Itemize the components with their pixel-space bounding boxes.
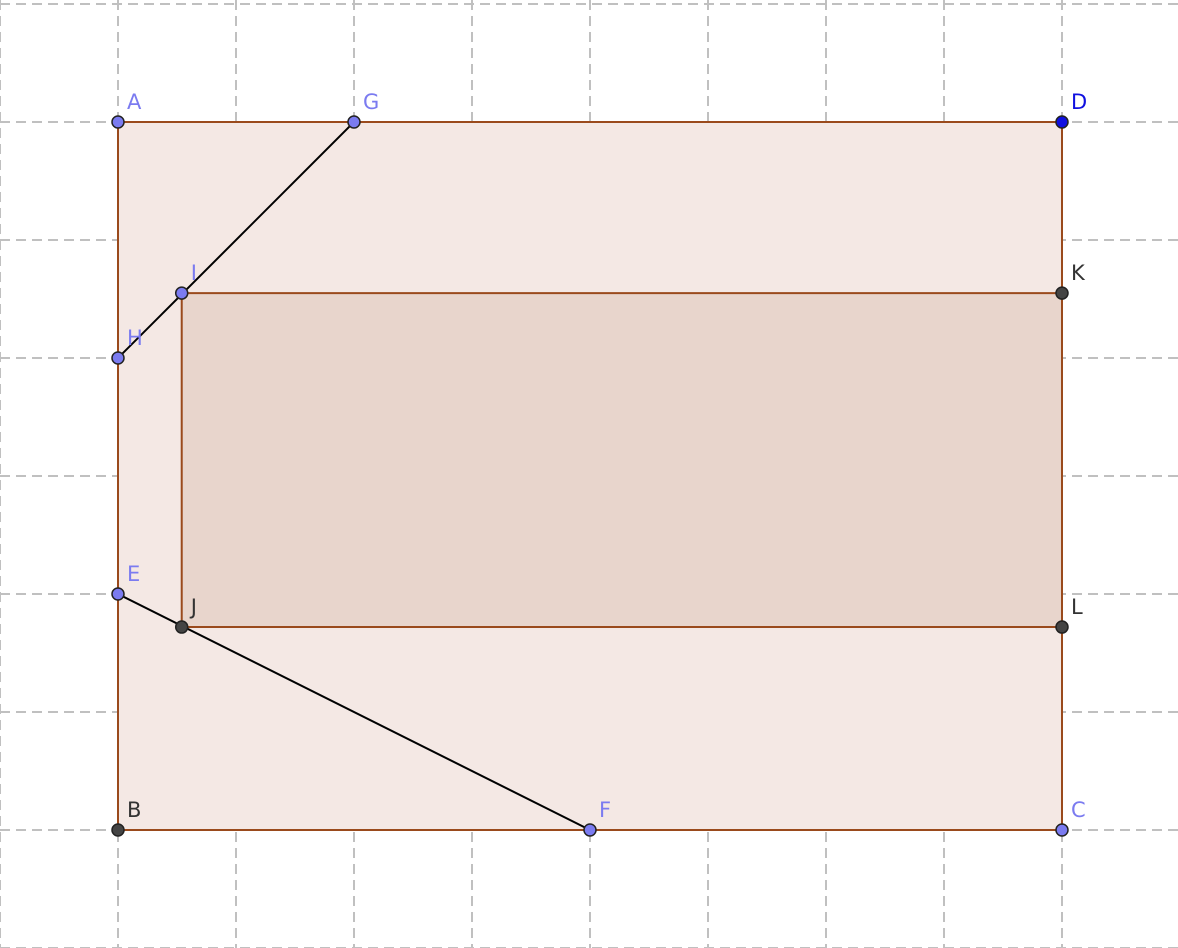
rect-IJLK[interactable] [180, 292, 1063, 629]
segments-layer [117, 121, 591, 831]
segment-HG[interactable] [117, 121, 355, 359]
point-label-C: C [1071, 798, 1086, 822]
point-K[interactable] [1055, 286, 1069, 300]
point-E[interactable] [111, 587, 125, 601]
labels-layer: A G D I K H E J L B F C [127, 90, 1087, 822]
point-H[interactable] [111, 351, 125, 365]
point-label-G: G [363, 90, 379, 114]
point-F[interactable] [583, 823, 597, 837]
point-C[interactable] [1055, 823, 1069, 837]
point-label-K: K [1071, 261, 1086, 285]
point-D[interactable] [1055, 115, 1069, 129]
point-label-H: H [127, 326, 143, 350]
point-B[interactable] [111, 823, 125, 837]
point-label-B: B [127, 798, 141, 822]
point-label-E: E [127, 562, 140, 586]
point-label-J: J [189, 595, 197, 619]
points-layer [111, 115, 1069, 837]
polygons-layer [117, 121, 1063, 831]
point-label-D: D [1071, 90, 1087, 114]
point-L[interactable] [1055, 620, 1069, 634]
point-label-F: F [599, 798, 611, 822]
point-A[interactable] [111, 115, 125, 129]
segment-EF[interactable] [117, 593, 591, 831]
point-label-I: I [191, 261, 197, 285]
point-J[interactable] [174, 620, 189, 634]
point-label-L: L [1071, 595, 1083, 619]
point-label-A: A [127, 90, 142, 114]
point-G[interactable] [347, 115, 361, 129]
point-I[interactable] [174, 286, 189, 300]
